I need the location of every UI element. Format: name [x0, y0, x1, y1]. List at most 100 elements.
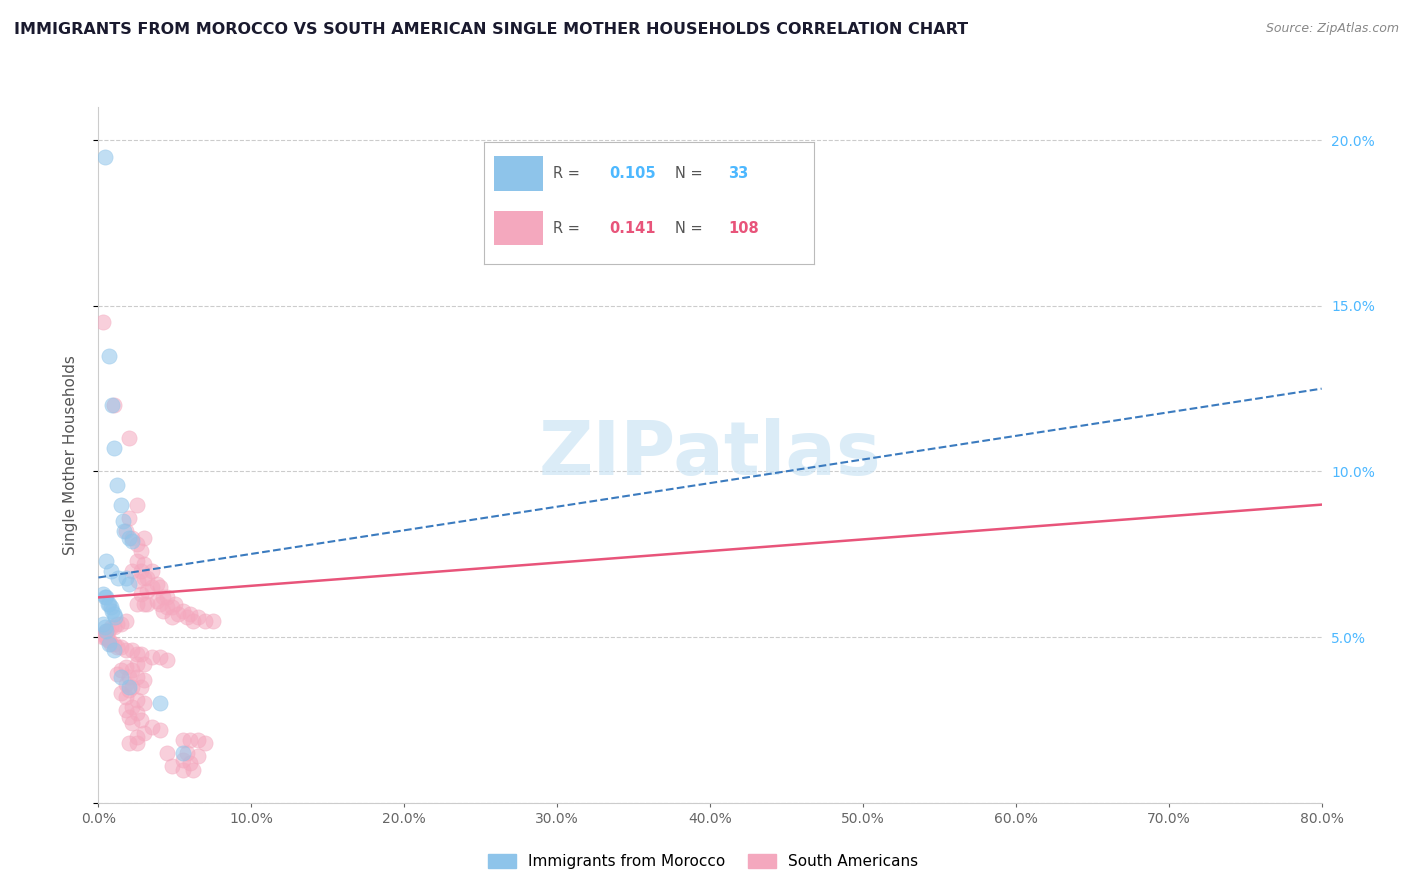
Point: [97, 597, 120, 611]
Point: [93, 630, 115, 644]
Point: [134, 657, 156, 671]
Point: [115, 524, 138, 538]
Text: IMMIGRANTS FROM MOROCCO VS SOUTH AMERICAN SINGLE MOTHER HOUSEHOLDS CORRELATION C: IMMIGRANTS FROM MOROCCO VS SOUTH AMERICA…: [14, 22, 969, 37]
Y-axis label: Single Mother Households: Single Mother Households: [63, 355, 77, 555]
Point: [129, 713, 152, 727]
Point: [100, 620, 122, 634]
Point: [172, 763, 194, 777]
Point: [172, 732, 194, 747]
Text: ZIPatlas: ZIPatlas: [538, 418, 882, 491]
Point: [121, 534, 143, 549]
Point: [100, 600, 122, 615]
Point: [163, 597, 186, 611]
Point: [110, 640, 132, 654]
Point: [115, 660, 138, 674]
Point: [93, 620, 115, 634]
Point: [103, 607, 125, 621]
Point: [110, 616, 132, 631]
Point: [118, 736, 141, 750]
Point: [115, 703, 138, 717]
Point: [94, 591, 117, 605]
Point: [145, 577, 167, 591]
Point: [115, 614, 138, 628]
Point: [91, 627, 114, 641]
Point: [105, 477, 128, 491]
Point: [129, 680, 152, 694]
Point: [156, 653, 179, 667]
Point: [179, 732, 201, 747]
Point: [91, 616, 114, 631]
Point: [125, 647, 148, 661]
Point: [167, 607, 190, 621]
Point: [118, 577, 141, 591]
Point: [121, 699, 143, 714]
Point: [98, 633, 121, 648]
Point: [141, 564, 163, 578]
Point: [176, 746, 198, 760]
Point: [94, 554, 117, 568]
Point: [97, 624, 120, 638]
Point: [118, 431, 141, 445]
Point: [101, 398, 124, 412]
Point: [127, 574, 149, 588]
Point: [105, 666, 128, 681]
Point: [134, 726, 156, 740]
Point: [141, 581, 163, 595]
Point: [115, 690, 138, 704]
Point: [149, 650, 172, 665]
Point: [134, 531, 156, 545]
Point: [149, 597, 172, 611]
Point: [121, 716, 143, 731]
Point: [103, 637, 125, 651]
Point: [94, 624, 117, 638]
Point: [118, 709, 141, 723]
Point: [134, 597, 156, 611]
Point: [91, 587, 114, 601]
Point: [98, 597, 121, 611]
Point: [110, 670, 132, 684]
Point: [134, 697, 156, 711]
Point: [187, 749, 209, 764]
Point: [103, 442, 125, 456]
Point: [115, 570, 138, 584]
Point: [98, 637, 121, 651]
Point: [93, 150, 115, 164]
Point: [181, 614, 204, 628]
Point: [111, 514, 134, 528]
Point: [93, 591, 115, 605]
Point: [172, 753, 194, 767]
Point: [105, 616, 128, 631]
Point: [181, 763, 204, 777]
Point: [156, 600, 179, 615]
Point: [136, 597, 159, 611]
Point: [149, 697, 172, 711]
Point: [125, 537, 148, 551]
Point: [101, 604, 124, 618]
Point: [103, 398, 125, 412]
Point: [125, 670, 148, 684]
Point: [125, 597, 148, 611]
Point: [187, 732, 209, 747]
Point: [118, 531, 141, 545]
Point: [202, 614, 225, 628]
Point: [121, 643, 143, 657]
Point: [160, 759, 183, 773]
Point: [121, 663, 143, 677]
Point: [129, 564, 152, 578]
Point: [194, 614, 217, 628]
Point: [134, 673, 156, 688]
Point: [156, 591, 179, 605]
Point: [105, 640, 128, 654]
Point: [187, 610, 209, 624]
Point: [100, 564, 122, 578]
Point: [118, 670, 141, 684]
Point: [103, 643, 125, 657]
Point: [134, 570, 156, 584]
Point: [110, 498, 132, 512]
Point: [149, 723, 172, 737]
Point: [93, 627, 115, 641]
Point: [152, 591, 174, 605]
Point: [121, 564, 143, 578]
Point: [125, 498, 148, 512]
Point: [118, 680, 141, 694]
